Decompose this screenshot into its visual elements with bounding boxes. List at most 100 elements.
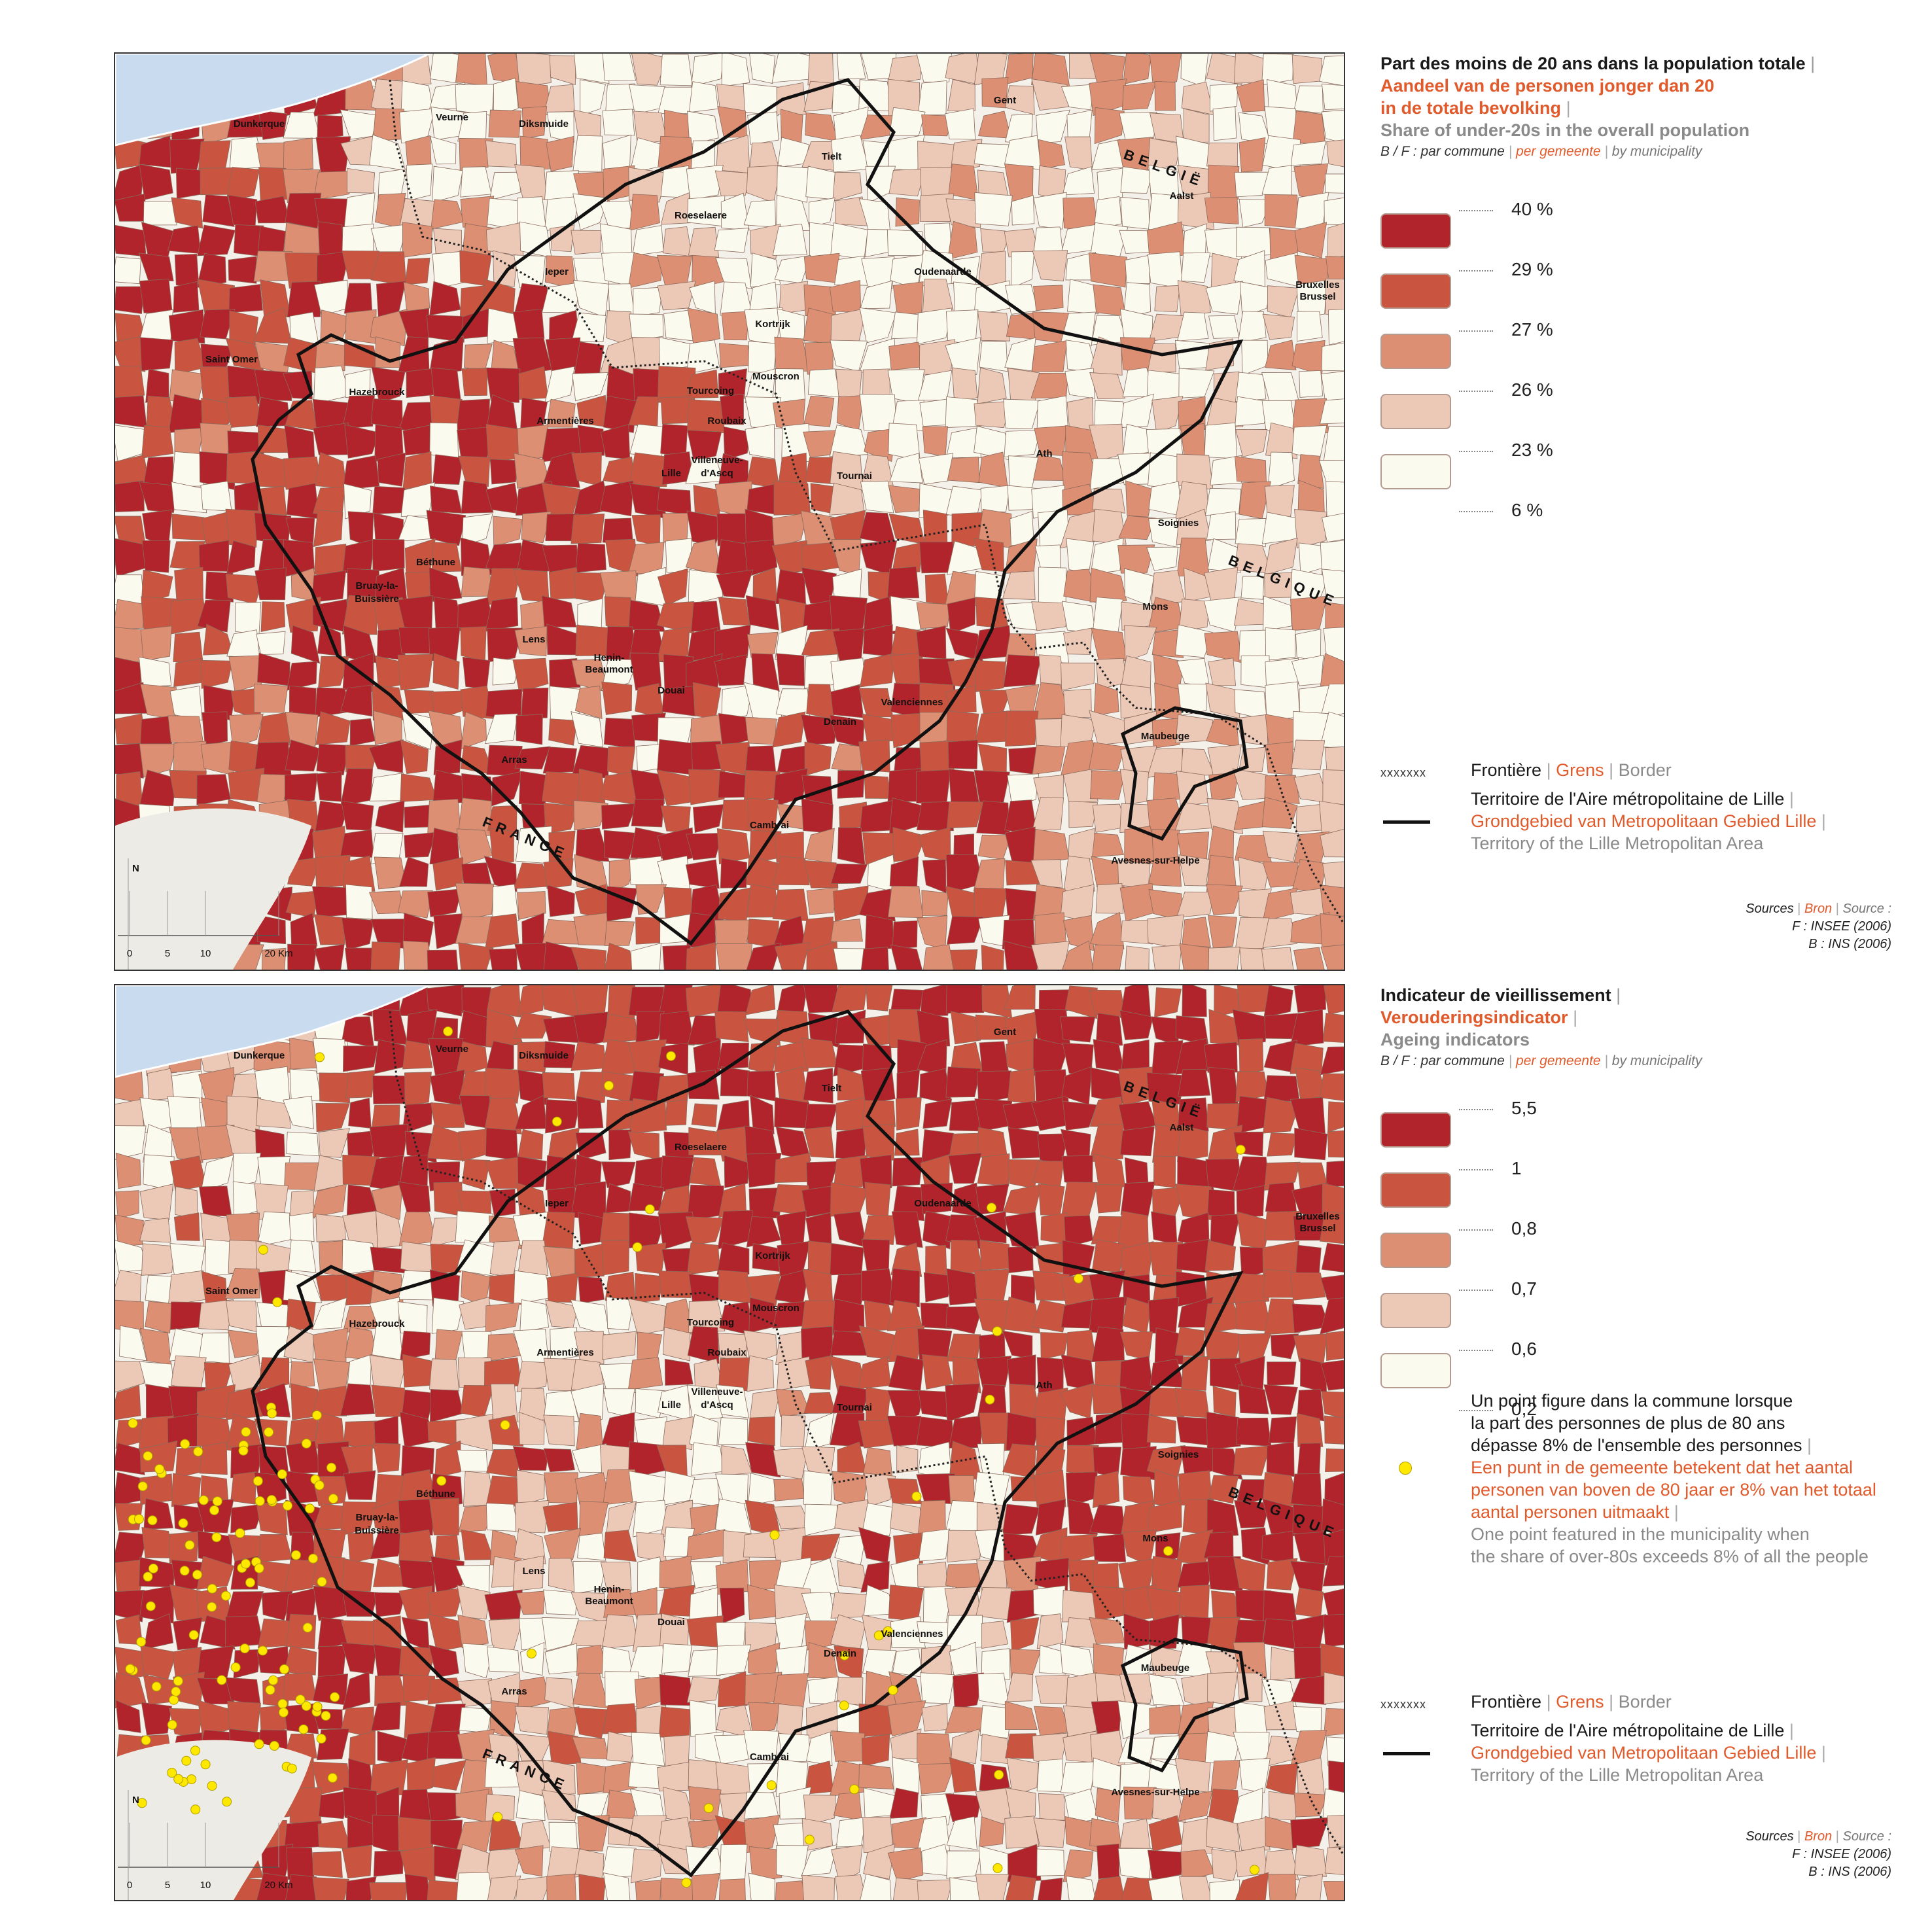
municipality-polygon bbox=[1007, 485, 1040, 511]
municipality-polygon bbox=[430, 1556, 465, 1595]
municipality-polygon bbox=[860, 1874, 892, 1900]
municipality-polygon bbox=[1117, 1210, 1149, 1249]
municipality-polygon bbox=[831, 743, 862, 774]
map-frame[interactable]: Dunkerque Veurne Diksmuide Gent Tielt Roesela… bbox=[114, 984, 1345, 1901]
scale-tick-label: 5 bbox=[165, 948, 170, 959]
class-break-label: 5,5 bbox=[1459, 1098, 1537, 1119]
municipality-polygon bbox=[224, 1268, 260, 1299]
municipality-polygon bbox=[546, 135, 574, 172]
municipality-polygon bbox=[945, 885, 975, 921]
municipality-polygon bbox=[1236, 226, 1272, 258]
municipality-polygon bbox=[807, 368, 840, 398]
metropolitan-area-boundary bbox=[251, 1010, 1244, 1878]
over80-dot bbox=[1235, 1144, 1246, 1155]
municipality-polygon bbox=[1322, 1182, 1344, 1221]
municipality-polygon bbox=[257, 1618, 290, 1648]
municipality-polygon bbox=[834, 1155, 868, 1187]
over80-dot bbox=[241, 1427, 251, 1437]
municipality-polygon bbox=[837, 827, 866, 866]
municipality-polygon bbox=[400, 773, 438, 802]
over80-dot bbox=[193, 1447, 203, 1457]
municipality-polygon bbox=[141, 1527, 175, 1558]
municipality-polygon bbox=[829, 595, 868, 634]
municipality-polygon bbox=[1036, 1613, 1064, 1649]
municipality-polygon bbox=[1207, 164, 1240, 200]
city-label: Tielt bbox=[822, 1083, 842, 1094]
over80-dot bbox=[839, 1700, 849, 1711]
frontier-label: Frontière bbox=[1471, 1692, 1542, 1712]
municipality-polygon bbox=[489, 1816, 524, 1851]
municipality-polygon bbox=[1117, 1848, 1153, 1880]
municipality-polygon bbox=[345, 1876, 377, 1900]
municipality-polygon bbox=[488, 948, 518, 970]
municipality-polygon bbox=[743, 82, 781, 116]
municipality-polygon bbox=[489, 1700, 518, 1740]
municipality-polygon bbox=[1320, 828, 1344, 858]
municipality-polygon bbox=[485, 1127, 518, 1161]
municipality-polygon bbox=[460, 626, 487, 661]
municipality-polygon bbox=[948, 1152, 982, 1184]
over80-dot bbox=[311, 1410, 322, 1420]
municipality-polygon bbox=[890, 944, 922, 970]
municipality-polygon bbox=[399, 856, 429, 887]
municipality-polygon bbox=[429, 1644, 459, 1678]
municipality-polygon bbox=[115, 1152, 141, 1189]
municipality-polygon bbox=[431, 1297, 465, 1334]
municipality-polygon bbox=[139, 164, 173, 200]
municipality-polygon bbox=[806, 887, 838, 915]
over80-dot bbox=[1163, 1546, 1173, 1556]
municipality-polygon bbox=[718, 368, 747, 399]
municipality-polygon bbox=[287, 281, 321, 318]
municipality-polygon bbox=[544, 1677, 574, 1709]
municipality-polygon bbox=[1322, 513, 1344, 543]
municipality-polygon bbox=[691, 1103, 718, 1127]
municipality-polygon bbox=[1322, 84, 1344, 111]
class-swatch bbox=[1380, 454, 1451, 489]
choropleth-map[interactable]: DunkerqueVeurneDiksmuideGentTieltRoesela… bbox=[115, 54, 1344, 970]
municipality-polygon bbox=[1003, 1184, 1042, 1216]
over80-dot bbox=[186, 1774, 197, 1785]
municipality-polygon bbox=[1089, 710, 1127, 746]
municipality-polygon bbox=[832, 171, 862, 202]
municipality-polygon bbox=[1297, 1443, 1322, 1477]
over80-dot bbox=[254, 1739, 264, 1749]
choropleth-map[interactable]: DunkerqueVeurneDiksmuideGentTieltRoesela… bbox=[115, 985, 1344, 1901]
city-label: Dunkerque bbox=[234, 118, 285, 130]
municipality-polygon bbox=[692, 804, 724, 834]
municipality-polygon bbox=[254, 1382, 290, 1418]
municipality-polygon bbox=[1091, 1586, 1127, 1621]
municipality-polygon bbox=[1003, 654, 1042, 688]
class-swatch bbox=[1380, 1112, 1451, 1148]
municipality-polygon bbox=[945, 1793, 982, 1823]
city-label: d'Ascq bbox=[701, 1399, 733, 1411]
municipality-polygon bbox=[1293, 947, 1325, 970]
municipality-polygon bbox=[1204, 487, 1242, 516]
municipality-polygon bbox=[401, 1617, 430, 1652]
municipality-polygon bbox=[801, 1038, 838, 1068]
municipality-polygon bbox=[1030, 859, 1063, 888]
municipality-polygon bbox=[549, 55, 576, 86]
municipality-polygon bbox=[1212, 106, 1237, 141]
city-label: Oudenaarde bbox=[914, 266, 972, 277]
municipality-polygon bbox=[945, 198, 983, 228]
municipality-polygon bbox=[1068, 828, 1095, 860]
municipality-polygon bbox=[1148, 856, 1182, 887]
municipality-polygon bbox=[1235, 518, 1267, 548]
municipality-polygon bbox=[1181, 1356, 1209, 1391]
municipality-polygon bbox=[577, 425, 605, 456]
municipality-polygon bbox=[199, 1186, 232, 1217]
municipality-polygon bbox=[777, 166, 809, 203]
municipality-polygon bbox=[200, 659, 234, 689]
city-label: Lens bbox=[522, 1566, 545, 1577]
municipality-polygon bbox=[718, 1878, 746, 1900]
municipality-polygon bbox=[659, 54, 693, 86]
map-frame[interactable]: Dunkerque Veurne Diksmuide Gent Tielt Roesela… bbox=[114, 52, 1345, 971]
city-label: Valenciennes bbox=[881, 1628, 943, 1640]
municipality-polygon bbox=[601, 681, 633, 715]
class-swatch bbox=[1380, 334, 1451, 369]
frontier-symbol: xxxxxxx bbox=[1380, 766, 1426, 779]
municipality-polygon bbox=[572, 135, 603, 172]
municipality-polygon bbox=[455, 1820, 493, 1853]
municipality-polygon bbox=[348, 1097, 372, 1129]
municipality-polygon bbox=[1174, 1387, 1210, 1418]
